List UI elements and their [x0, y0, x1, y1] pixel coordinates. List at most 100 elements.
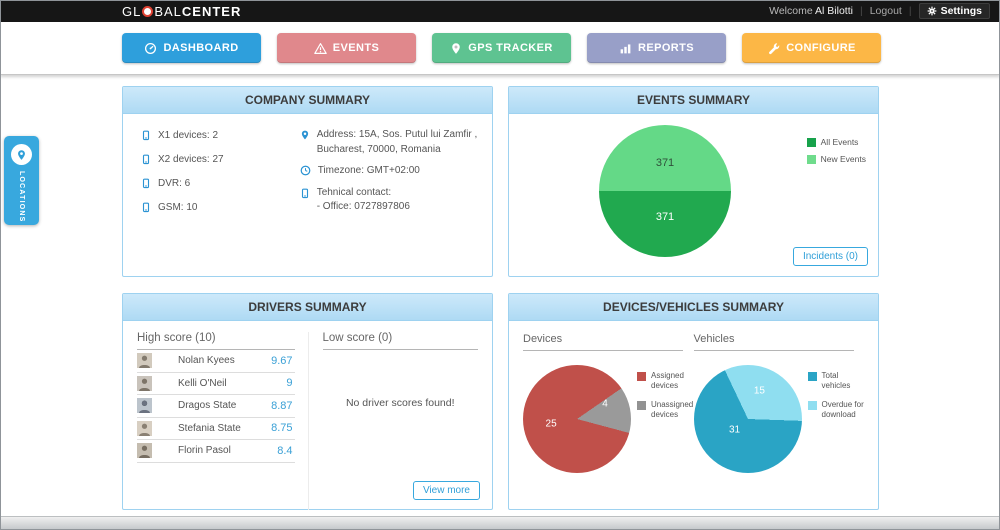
driver-score[interactable]: 9.67 [271, 354, 293, 367]
vehicles-section: Vehicles 15 31 Total vehicles [693, 333, 865, 473]
events-pie-chart: 371 371 [599, 125, 731, 257]
address-text: Address: 15A, Sos. Putul lui Zamfir , Bu… [316, 129, 478, 155]
list-item: DVR: 6 [141, 176, 300, 190]
legend-swatch [807, 372, 817, 381]
locations-tab-label: LOCATIONS [18, 171, 25, 223]
devices-section: Devices 25 4 Assigned devices [523, 333, 694, 473]
legend-item: All Events [806, 137, 866, 147]
user-name: Al Bilotti [815, 5, 853, 17]
driver-score[interactable]: 8.87 [271, 399, 293, 412]
driver-name: Dragos State [178, 400, 237, 412]
devices-legend: Assigned devices Unassigned devices [637, 371, 694, 429]
driver-row: Florin Pasol 8.4 [137, 440, 295, 463]
nav-item-events[interactable]: EVENTS [277, 33, 416, 63]
driver-score[interactable]: 8.75 [271, 422, 293, 435]
pie-value-overdue: 15 [753, 385, 765, 397]
settings-button[interactable]: Settings [918, 3, 990, 19]
bottom-gray-strip [1, 516, 999, 529]
low-score-header: Low score (0) [322, 332, 478, 350]
driver-row: Kelli O'Neil 9 [137, 373, 295, 395]
contact-text: Tehnical contact: - Office: 0727897806 [316, 186, 410, 213]
logo-text-bal: BAL [154, 3, 182, 19]
legend-swatch [806, 154, 816, 164]
driver-avatar [137, 353, 152, 369]
bottom-row: DRIVERS SUMMARY High score (10) Nolan Ky… [122, 293, 879, 510]
locations-side-tab[interactable]: LOCATIONS [4, 136, 39, 225]
devices-vehicles-panel: DEVICES/VEHICLES SUMMARY Devices 25 4 As… [508, 293, 879, 510]
address-item: Address: 15A, Sos. Putul lui Zamfir , Bu… [300, 128, 486, 157]
nav-item-reports[interactable]: REPORTS [587, 33, 726, 63]
events-summary-title: EVENTS SUMMARY [509, 87, 878, 114]
dashboard-content: COMPANY SUMMARY X1 devices: 2 X2 devices… [122, 86, 879, 510]
list-item: X2 devices: 27 [141, 152, 300, 166]
divider: | [908, 5, 912, 17]
location-pin-icon [18, 149, 25, 160]
logo-text-center: CENTER [181, 3, 242, 19]
dashboard-icon [145, 42, 157, 54]
clock-icon [300, 165, 311, 176]
main-nav: DASHBOARD EVENTS GPS TRACKER REPORTS CON… [0, 22, 1000, 75]
device-icon [142, 130, 150, 141]
topbar-right: Welcome Al Bilotti | Logout | Settings [769, 3, 990, 19]
pie-value-assigned: 25 [545, 418, 557, 430]
company-summary-body: X1 devices: 2 X2 devices: 27 DVR: 6 GSM:… [123, 114, 492, 224]
wrench-icon [769, 42, 780, 54]
device-counts-list: X1 devices: 2 X2 devices: 27 DVR: 6 GSM:… [141, 128, 300, 224]
legend-swatch [806, 137, 816, 147]
events-legend: All Events New Events [806, 137, 866, 171]
no-scores-message: No driver scores found! [345, 397, 455, 409]
logout-link[interactable]: Logout [869, 5, 902, 17]
events-summary-panel: EVENTS SUMMARY 371 371 All Events New Ev… [508, 86, 879, 277]
driver-name: Florin Pasol [178, 445, 231, 457]
list-item: X1 devices: 2 [141, 128, 300, 142]
legend-item: Unassigned devices [637, 400, 694, 420]
reports-icon [620, 43, 631, 53]
driver-name: Nolan Kyees [178, 355, 235, 367]
logo-o-icon [142, 5, 154, 17]
legend-item: Overdue for download [807, 400, 865, 420]
view-more-button[interactable]: View more [412, 481, 480, 500]
location-pin-badge [11, 144, 32, 165]
driver-name: Kelli O'Neil [178, 377, 227, 389]
driver-avatar [137, 375, 152, 391]
vehicles-legend: Total vehicles Overdue for download [807, 371, 865, 429]
gear-icon [927, 6, 936, 16]
map-pin-icon [452, 42, 461, 54]
timezone-text: Timezone: GMT+02:00 [317, 165, 420, 176]
map-pin-icon [301, 130, 308, 140]
top-row: COMPANY SUMMARY X1 devices: 2 X2 devices… [122, 86, 879, 277]
devices-pie-chart: 25 4 [523, 365, 631, 473]
phone-icon [301, 188, 308, 198]
driver-avatar [137, 398, 152, 414]
incidents-button[interactable]: Incidents (0) [792, 247, 868, 266]
driver-avatar [137, 420, 152, 436]
driver-row: Dragos State 8.87 [137, 395, 295, 418]
vehicles-pie-chart: 15 31 [693, 365, 802, 473]
vehicles-chart-row: 15 31 Total vehicles Overdue for downloa… [693, 357, 865, 473]
legend-swatch [807, 401, 817, 410]
driver-score[interactable]: 9 [286, 377, 293, 390]
drivers-summary-panel: DRIVERS SUMMARY High score (10) Nolan Ky… [122, 293, 493, 510]
nav-item-configure[interactable]: CONFIGURE [742, 33, 881, 63]
driver-avatar [137, 443, 152, 459]
driver-name: Stefania State [178, 422, 241, 434]
devices-vehicles-title: DEVICES/VEHICLES SUMMARY [509, 294, 878, 321]
divider: | [859, 5, 863, 17]
company-info-list: Address: 15A, Sos. Putul lui Zamfir , Bu… [300, 128, 486, 224]
device-icon [142, 178, 150, 189]
device-icon [142, 154, 150, 165]
pie-value-unassigned: 4 [602, 398, 608, 410]
drivers-summary-body: High score (10) Nolan Kyees 9.67 Kelli O… [123, 321, 492, 510]
high-score-header: High score (10) [137, 332, 295, 350]
driver-score[interactable]: 8.4 [277, 444, 293, 457]
nav-item-dashboard[interactable]: DASHBOARD [122, 33, 261, 63]
device-icon [142, 202, 150, 213]
list-item: GSM: 10 [141, 200, 300, 214]
drivers-summary-title: DRIVERS SUMMARY [123, 294, 492, 321]
welcome-text: Welcome Al Bilotti [769, 5, 853, 17]
driver-row: Stefania State 8.75 [137, 418, 295, 440]
logo-text-gl: GL [122, 3, 142, 19]
pie-value-total: 31 [728, 424, 741, 436]
legend-item: Assigned devices [637, 371, 694, 391]
nav-item-gps-tracker[interactable]: GPS TRACKER [432, 33, 571, 63]
